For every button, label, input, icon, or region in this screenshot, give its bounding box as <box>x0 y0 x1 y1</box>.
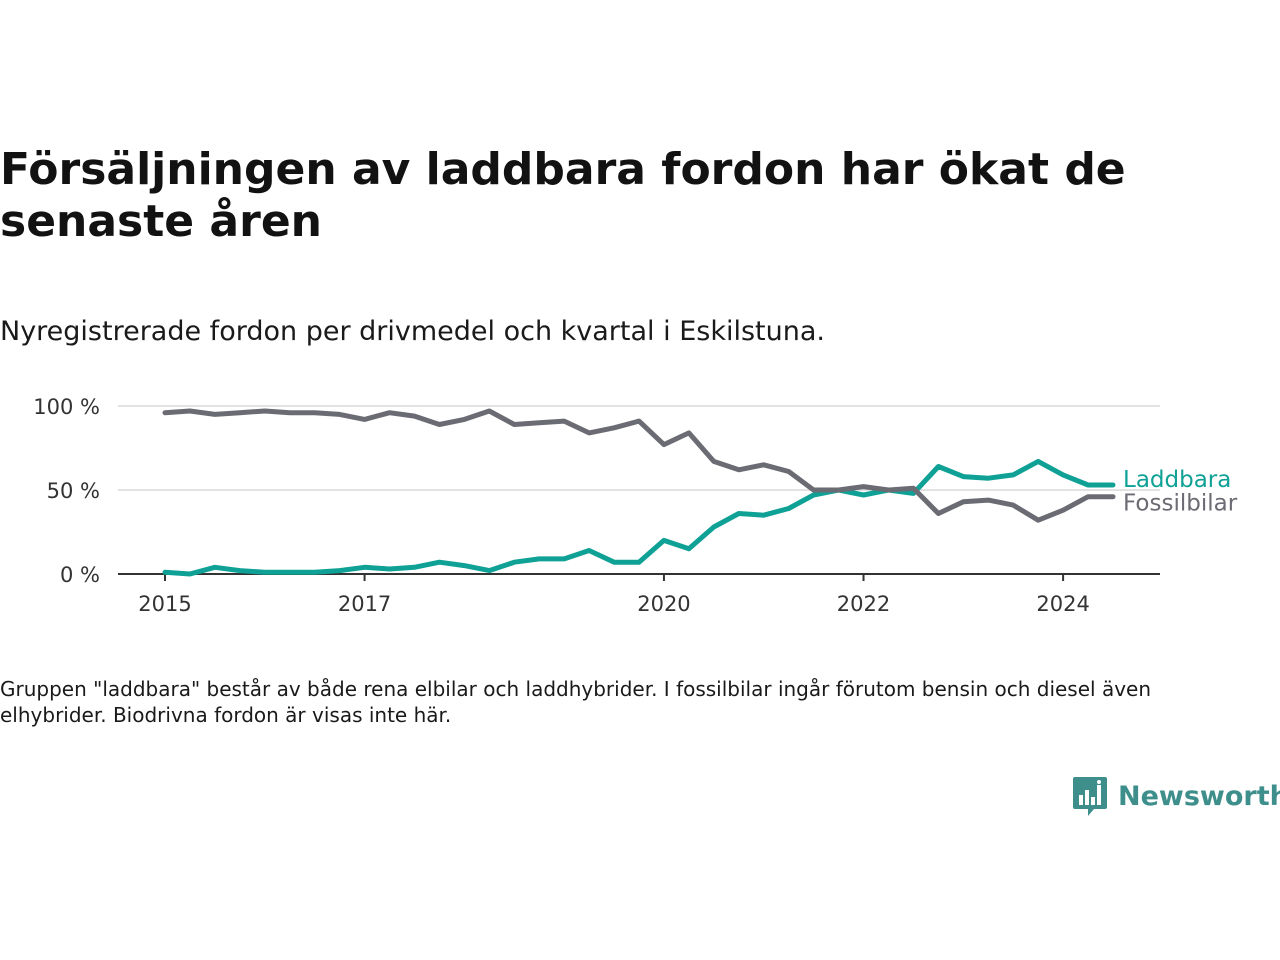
series-line-laddbara <box>162 458 1116 577</box>
newsworthy-logo[interactable]: Newsworthy <box>1072 774 1280 818</box>
y-tick-label: 50 % <box>47 479 100 503</box>
series-label-fossilbilar: Fossilbilar <box>1123 491 1238 517</box>
y-tick-label: 0 % <box>60 563 100 587</box>
line-chart: 0 % 50 % 100 % 2015 2017 2020 2022 2024 Laddba… <box>33 395 1238 616</box>
series-line-fossilbilar <box>162 408 1116 523</box>
series-label-laddbara: Laddbara <box>1123 467 1231 493</box>
bar-chart-bubble-icon <box>1073 777 1107 816</box>
y-tick-label: 100 % <box>33 395 100 419</box>
chart-title: Försäljningen av laddbara fordon har öka… <box>0 144 1126 247</box>
series-lines <box>162 408 1116 577</box>
x-tick-label: 2024 <box>1036 592 1089 616</box>
gridlines <box>118 405 1160 491</box>
x-axis: 2015 2017 2020 2022 2024 <box>118 573 1160 616</box>
brand-name: Newsworthy <box>1118 780 1280 812</box>
y-axis: 0 % 50 % 100 % <box>33 395 100 587</box>
x-tick-label: 2015 <box>138 592 191 616</box>
x-tick-label: 2017 <box>338 592 391 616</box>
chart-subtitle: Nyregistrerade fordon per drivmedel och … <box>0 316 825 347</box>
x-tick-label: 2020 <box>637 592 690 616</box>
footnote: Gruppen "laddbara" består av både rena e… <box>0 677 1152 727</box>
x-tick-label: 2022 <box>837 592 890 616</box>
